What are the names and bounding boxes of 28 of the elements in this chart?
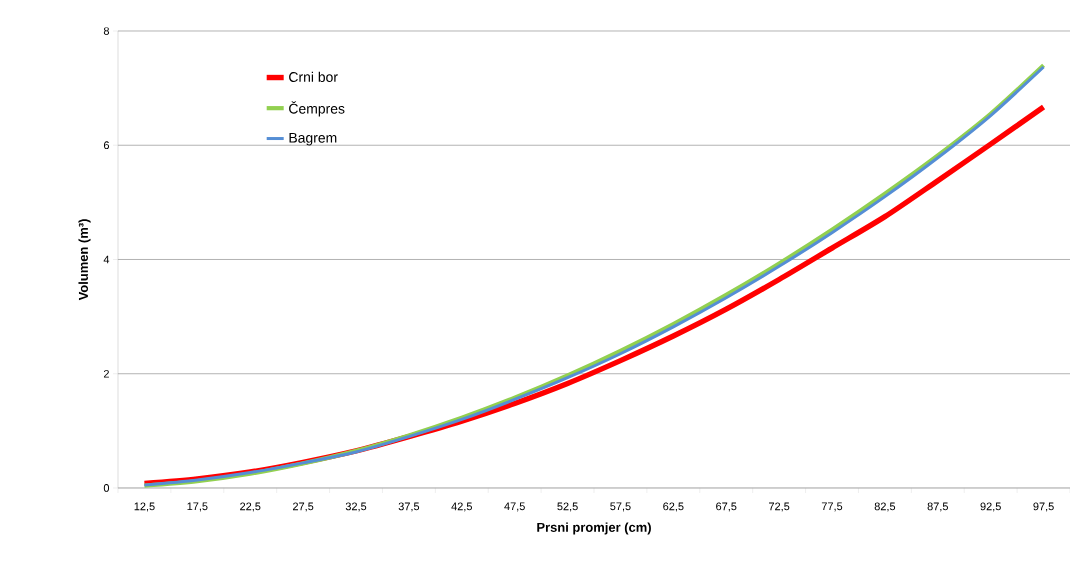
x-axis-title: Prsni promjer (cm) bbox=[537, 522, 651, 535]
x-tick-label: 57,5 bbox=[610, 502, 631, 512]
x-tick-label: 82,5 bbox=[874, 502, 896, 512]
legend-label: Crni bor bbox=[289, 71, 338, 82]
x-tick-label: 72,5 bbox=[769, 502, 790, 512]
x-tick-label: 87,5 bbox=[927, 502, 948, 512]
y-tick-label: 0 bbox=[103, 484, 110, 492]
x-tick-label: 17,5 bbox=[187, 502, 208, 512]
x-tick-label: 97,5 bbox=[1033, 502, 1054, 512]
x-tick-label: 27,5 bbox=[293, 502, 314, 512]
y-tick-label: 8 bbox=[103, 27, 110, 35]
y-tick-label: 6 bbox=[103, 141, 110, 150]
x-tick-label: 62,5 bbox=[663, 502, 684, 512]
x-tick-label: 22,5 bbox=[240, 502, 261, 512]
x-tick-label: 32,5 bbox=[345, 502, 367, 512]
x-tick-label: 52,5 bbox=[557, 502, 578, 512]
x-tick-label: 12,5 bbox=[134, 502, 155, 512]
x-tick-label: 67,5 bbox=[716, 502, 737, 512]
legend-label: Bagrem bbox=[289, 133, 337, 146]
x-tick-label: 77,5 bbox=[821, 502, 843, 512]
y-axis-title: Volumen (m³) bbox=[78, 219, 91, 301]
x-tick-label: 42,5 bbox=[451, 502, 472, 512]
x-tick-label: 47,5 bbox=[504, 502, 525, 512]
y-tick-label: 4 bbox=[103, 255, 110, 264]
x-tick-label: 92,5 bbox=[980, 502, 1001, 512]
x-tick-label: 37,5 bbox=[398, 502, 420, 512]
y-tick-label: 2 bbox=[103, 369, 109, 378]
legend-label: Čempres bbox=[289, 101, 345, 117]
